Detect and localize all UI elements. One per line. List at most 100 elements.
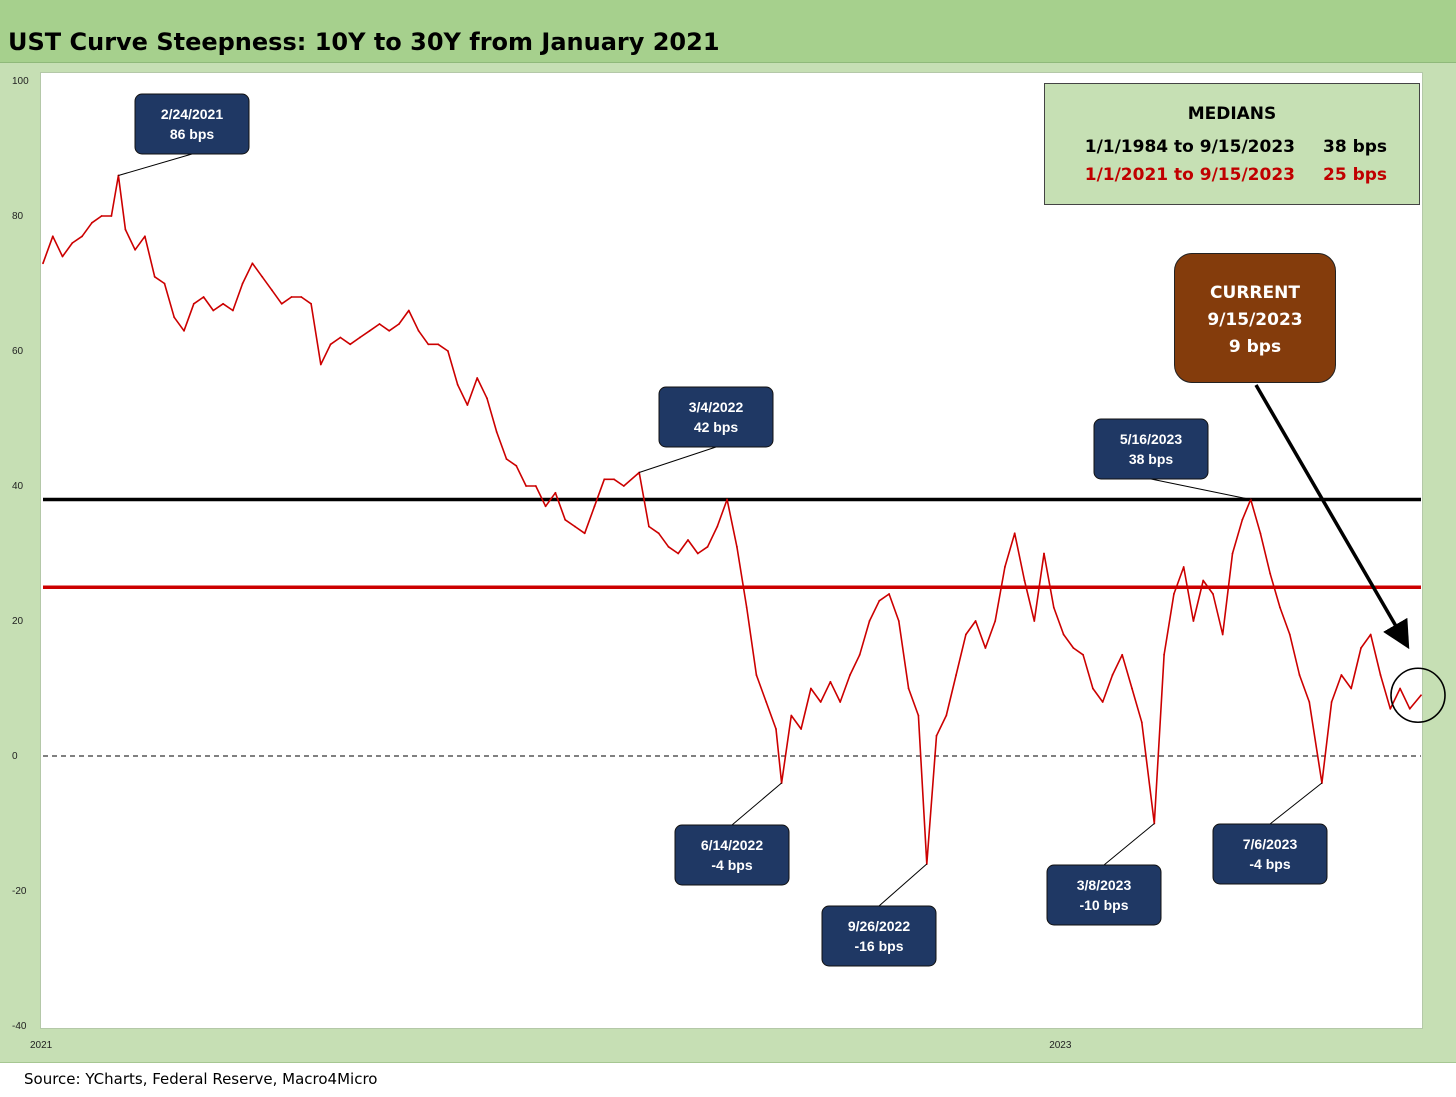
- series-point: [994, 620, 997, 622]
- callout-leader-line: [1150, 478, 1251, 500]
- series-point: [319, 363, 322, 366]
- series-point: [819, 701, 822, 703]
- series-point: [388, 329, 391, 332]
- series-point: [251, 262, 254, 265]
- current-callout: CURRENT 9/15/2023 9 bps: [1174, 253, 1336, 383]
- series-point: [677, 552, 680, 555]
- callout-box: 2/24/2021 86 bps: [134, 93, 250, 155]
- series-point: [1163, 653, 1165, 656]
- callout-date: 6/14/2022: [701, 837, 763, 853]
- series-point: [1212, 593, 1214, 595]
- source-footer: Source: YCharts, Federal Reserve, Macro4…: [0, 1062, 1456, 1097]
- series-point: [775, 728, 777, 730]
- medians-period-short: 1/1/2021 to 9/15/2023: [1084, 165, 1295, 185]
- y-tick-label: 60: [12, 346, 24, 357]
- series-point: [534, 485, 537, 487]
- series-point: [574, 525, 576, 528]
- series-point: [1288, 633, 1291, 636]
- medians-box: MEDIANS 1/1/1984 to 9/15/2023 38 bps 1/1…: [1044, 83, 1420, 205]
- callout-box: 7/6/2023 -4 bps: [1212, 823, 1328, 885]
- callout-leader-line: [731, 782, 782, 826]
- series-point: [427, 343, 430, 346]
- series-point: [398, 323, 400, 325]
- series-point: [706, 545, 709, 548]
- series-point: [696, 552, 699, 555]
- callout-box: 3/4/2022 42 bps: [658, 386, 774, 448]
- series-point: [91, 221, 93, 224]
- series-point: [1023, 579, 1026, 582]
- callout-rect: [1046, 864, 1162, 926]
- current-value: 9 bps: [1228, 337, 1282, 357]
- series-point: [183, 329, 185, 332]
- series-point: [593, 505, 596, 508]
- callout-date: 2/24/2021: [161, 106, 223, 122]
- series-point: [1350, 687, 1353, 690]
- series-point: [790, 714, 793, 717]
- series-point: [1072, 647, 1075, 649]
- series-point: [1052, 606, 1055, 609]
- callout-date: 3/4/2022: [689, 399, 744, 415]
- series-point: [603, 478, 606, 481]
- callout-value: -16 bps: [854, 938, 903, 954]
- series-point: [1082, 653, 1084, 656]
- current-date: 9/15/2023: [1207, 310, 1303, 330]
- series-point: [726, 498, 728, 501]
- y-tick-label: -40: [12, 1021, 27, 1032]
- series-point: [153, 275, 156, 278]
- series-point: [1004, 566, 1006, 568]
- callout-box: 3/8/2023 -10 bps: [1046, 864, 1162, 926]
- callout-rect: [1212, 823, 1328, 885]
- callout-value: -4 bps: [711, 857, 752, 873]
- series-point: [1389, 707, 1392, 710]
- series-line: [42, 174, 1422, 865]
- series-point: [544, 505, 547, 508]
- series-point: [839, 701, 842, 703]
- series-point: [984, 647, 987, 649]
- series-point: [1092, 687, 1094, 690]
- series-point: [368, 329, 371, 332]
- series-point: [1202, 579, 1205, 582]
- series-point: [1101, 701, 1104, 703]
- series-point: [51, 235, 54, 238]
- chart-title: UST Curve Steepness: 10Y to 30Y from Jan…: [8, 28, 720, 56]
- series-point: [134, 248, 137, 251]
- callout-date: 7/6/2023: [1243, 836, 1298, 852]
- series-point: [1221, 633, 1224, 636]
- series-point: [407, 309, 410, 312]
- series-point: [437, 343, 439, 346]
- series-point: [736, 545, 738, 548]
- x-tick-label: 2023: [1049, 1040, 1072, 1051]
- series-point: [71, 242, 74, 244]
- series-point: [486, 397, 488, 400]
- series-point: [945, 714, 948, 717]
- series-point: [1241, 518, 1244, 521]
- series-point: [1033, 620, 1036, 622]
- callout-date: 3/8/2023: [1077, 877, 1132, 893]
- series-point: [935, 734, 938, 737]
- series-point: [888, 593, 890, 595]
- medians-period-long: 1/1/1984 to 9/15/2023: [1084, 137, 1295, 157]
- series-point: [755, 674, 758, 676]
- series-point: [657, 532, 660, 535]
- series-point: [868, 620, 871, 622]
- callout-value: 42 bps: [694, 419, 739, 435]
- series-point: [1340, 674, 1343, 676]
- series-point: [310, 302, 312, 305]
- callout-box: 6/14/2022 -4 bps: [674, 824, 790, 886]
- series-point: [1192, 620, 1195, 622]
- series-point: [955, 674, 957, 676]
- medians-value-long: 38 bps: [1323, 137, 1388, 157]
- series-point: [202, 296, 205, 298]
- series-point: [525, 485, 527, 487]
- series-point: [1420, 694, 1422, 697]
- series-point: [974, 620, 977, 622]
- series-point: [163, 282, 166, 285]
- series-point: [583, 532, 586, 535]
- series-point: [42, 262, 44, 265]
- series-point: [800, 728, 802, 730]
- series-point: [124, 228, 127, 231]
- current-label: CURRENT: [1210, 283, 1300, 303]
- series-point: [271, 289, 273, 292]
